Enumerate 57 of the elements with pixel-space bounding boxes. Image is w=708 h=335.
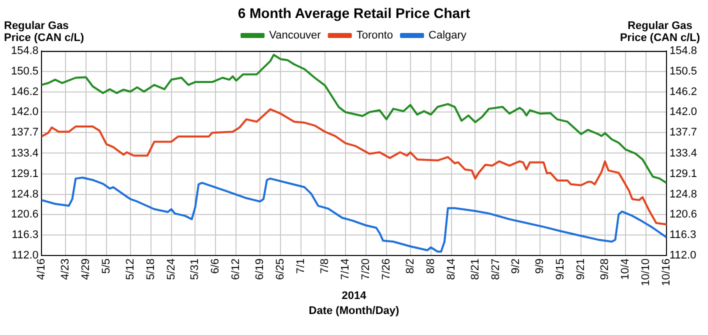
y2-tick-label: 129.1	[669, 168, 698, 180]
x-axis-title: Date (Month/Day)	[308, 305, 400, 317]
x-tick-label: 10/4	[620, 258, 632, 280]
y-tick-label: 137.7	[10, 126, 39, 139]
y-tick-label: 124.8	[10, 188, 39, 200]
x-tick-label: 6/19	[254, 258, 266, 280]
x-tick-label: 7/14	[339, 258, 352, 280]
x-tick-label: 5/18	[144, 258, 157, 280]
legend-label: Vancouver	[269, 30, 322, 42]
y2-tick-label: 142.0	[669, 106, 698, 118]
x-tick-label: 9/15	[554, 258, 567, 280]
x-tick-label: 10/10	[640, 258, 652, 286]
x-tick-label: 4/23	[59, 258, 72, 280]
y2-tick-label: 124.8	[669, 188, 698, 200]
x-tick-label: 9/9	[534, 258, 546, 274]
x-tick-label: 7/8	[319, 258, 332, 274]
y-axis-title: Regular Gas Price (CAN c/L)	[4, 20, 86, 44]
y2-axis-title: Regular Gas Price (CAN c/L)	[618, 20, 702, 44]
x-tick-label: 5/12	[124, 258, 136, 280]
x-tick-label: 5/24	[165, 258, 178, 280]
y-tick-label: 142.0	[10, 106, 39, 118]
y-tick-label: 116.3	[12, 228, 39, 241]
x-tick-label: 9/28	[599, 258, 612, 280]
x-tick-label: 8/14	[445, 258, 458, 280]
text: 2014	[340, 290, 368, 302]
y-tick-label: 146.2	[10, 86, 39, 98]
y2-tick-label: 150.5	[669, 66, 698, 78]
x-tick-label: 9/21	[575, 258, 588, 280]
x-tick-label: 8/8	[424, 258, 437, 274]
y2-tick-label: 120.6	[669, 208, 698, 220]
x-tick-label: 6/12	[230, 258, 242, 280]
y-tick-label: 129.1	[10, 168, 39, 180]
y2-tick-label: 116.3	[669, 228, 696, 241]
y2-tick-label: 154.8	[669, 45, 698, 58]
y-tick-label: 154.8	[10, 45, 39, 58]
x-tick-label: 8/21	[469, 258, 482, 280]
y-tick-label: 150.5	[10, 66, 39, 78]
x-tick-label: 7/1	[295, 258, 308, 274]
x-tick-label: 4/16	[36, 258, 48, 280]
y2-tick-label: 137.7	[669, 126, 698, 139]
y-tick-label: 133.4	[10, 147, 39, 160]
chart-title: 6 Month Average Retail Price Chart	[236, 5, 472, 21]
legend-label: Calgary	[428, 30, 467, 42]
y2-tick-label: 133.4	[669, 147, 698, 160]
x-tick-label: 7/26	[380, 258, 392, 280]
x-tick-label: 4/29	[80, 258, 92, 280]
y-tick-label: 120.6	[10, 208, 39, 220]
x-tick-label: 6/25	[274, 258, 287, 280]
x-tick-label: 8/27	[490, 258, 502, 280]
y2-tick-label: 146.2	[669, 86, 698, 98]
legend-label: Toronto	[356, 30, 394, 42]
x-tick-label: 7/20	[360, 258, 372, 280]
x-tick-label: 5/5	[100, 258, 112, 274]
x-tick-label: 8/2	[404, 258, 416, 274]
x-tick-label: 6/6	[210, 258, 222, 274]
x-tick-label: 9/2	[510, 258, 522, 274]
x-tick-label: 5/31	[189, 258, 202, 280]
